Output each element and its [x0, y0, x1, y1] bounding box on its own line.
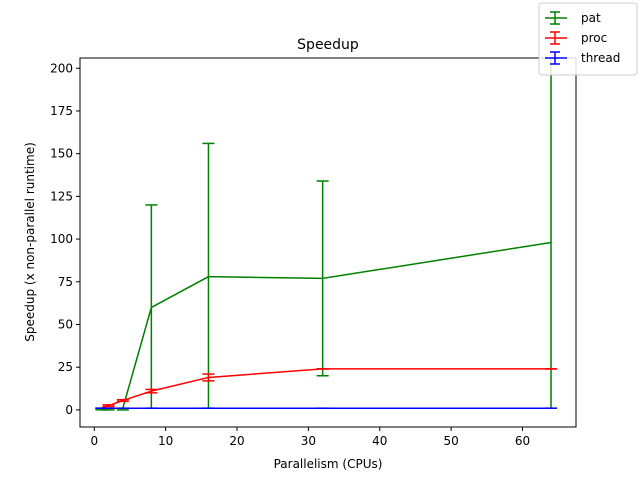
x-axis-label: Parallelism (CPUs) — [274, 457, 383, 471]
y-tick-label: 75 — [58, 275, 73, 289]
x-tick-label: 50 — [443, 434, 458, 448]
y-axis-ticks: 0 25 50 75 100 125 150 175 200 — [50, 61, 80, 417]
series-pat — [95, 58, 558, 411]
chart-marks — [95, 58, 558, 411]
y-tick-label: 150 — [50, 147, 73, 161]
x-axis-ticks: 0 10 20 30 40 50 60 — [90, 427, 530, 448]
y-tick-label: 25 — [58, 360, 73, 374]
chart-title: Speedup — [297, 37, 359, 53]
x-tick-label: 30 — [301, 434, 316, 448]
y-tick-label: 100 — [50, 232, 73, 246]
plot-frame — [79, 57, 577, 428]
legend-box — [538, 2, 638, 76]
proc-line — [101, 368, 552, 409]
x-tick-label: 40 — [372, 434, 387, 448]
legend-label-pat: pat — [581, 11, 601, 25]
y-axis-label: Speedup (x non-parallel runtime) — [23, 142, 37, 342]
legend: pat proc thread — [538, 2, 638, 76]
x-tick-label: 20 — [229, 434, 244, 448]
legend-label-thread: thread — [581, 51, 620, 65]
x-tick-label: 0 — [90, 434, 98, 448]
series-proc — [95, 368, 558, 409]
x-tick-label: 60 — [515, 434, 530, 448]
y-tick-label: 200 — [50, 61, 73, 75]
pat-line — [101, 241, 552, 409]
y-tick-label: 175 — [50, 104, 73, 118]
y-tick-label: 0 — [65, 403, 73, 417]
legend-label-proc: proc — [581, 31, 607, 45]
x-tick-label: 10 — [158, 434, 173, 448]
y-tick-label: 125 — [50, 189, 73, 203]
y-tick-label: 50 — [58, 318, 73, 332]
